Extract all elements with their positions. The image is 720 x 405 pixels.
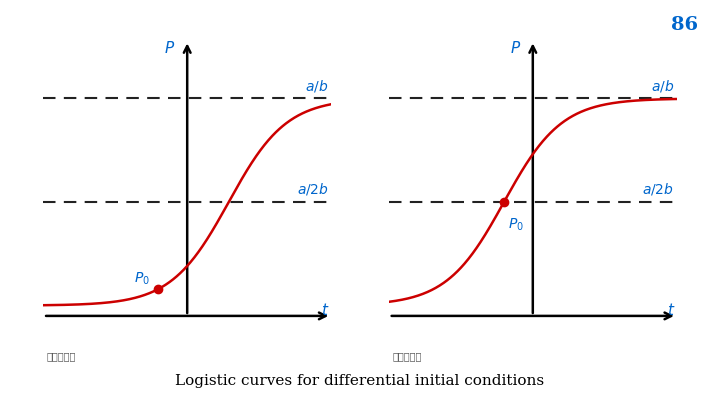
Text: $a/2b$: $a/2b$ xyxy=(642,181,674,197)
Text: $t$: $t$ xyxy=(321,302,330,318)
Text: $P$: $P$ xyxy=(510,40,521,56)
Text: Ⓒⓕⓑⓢⓐ: Ⓒⓕⓑⓢⓐ xyxy=(47,352,76,361)
Text: $P_0$: $P_0$ xyxy=(134,271,150,287)
Text: $P$: $P$ xyxy=(164,40,176,56)
Text: $a/b$: $a/b$ xyxy=(651,78,674,94)
Text: $t$: $t$ xyxy=(667,302,675,318)
Text: 86: 86 xyxy=(671,16,698,34)
Text: Logistic curves for differential initial conditions: Logistic curves for differential initial… xyxy=(176,374,544,388)
Text: Ⓒⓕⓑⓢⓐ: Ⓒⓕⓑⓢⓐ xyxy=(392,352,422,361)
Text: $a/b$: $a/b$ xyxy=(305,78,328,94)
Text: $P_0$: $P_0$ xyxy=(508,217,524,233)
Text: $a/2b$: $a/2b$ xyxy=(297,181,328,197)
